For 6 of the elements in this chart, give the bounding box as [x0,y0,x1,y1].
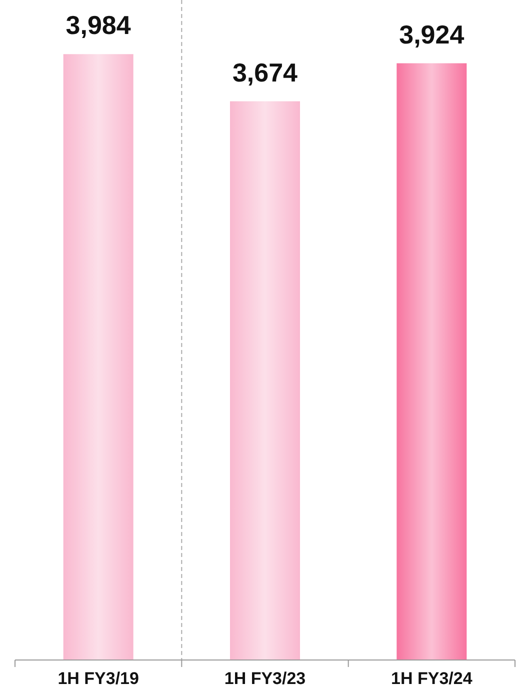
x-tick-label: 1H FY3/19 [58,669,139,688]
x-tick-label: 1H FY3/24 [391,669,473,688]
data-label: 3,674 [232,57,298,88]
x-tick-label: 1H FY3/23 [224,669,306,688]
data-label: 3,984 [66,10,132,40]
data-label: 3,924 [399,19,465,50]
